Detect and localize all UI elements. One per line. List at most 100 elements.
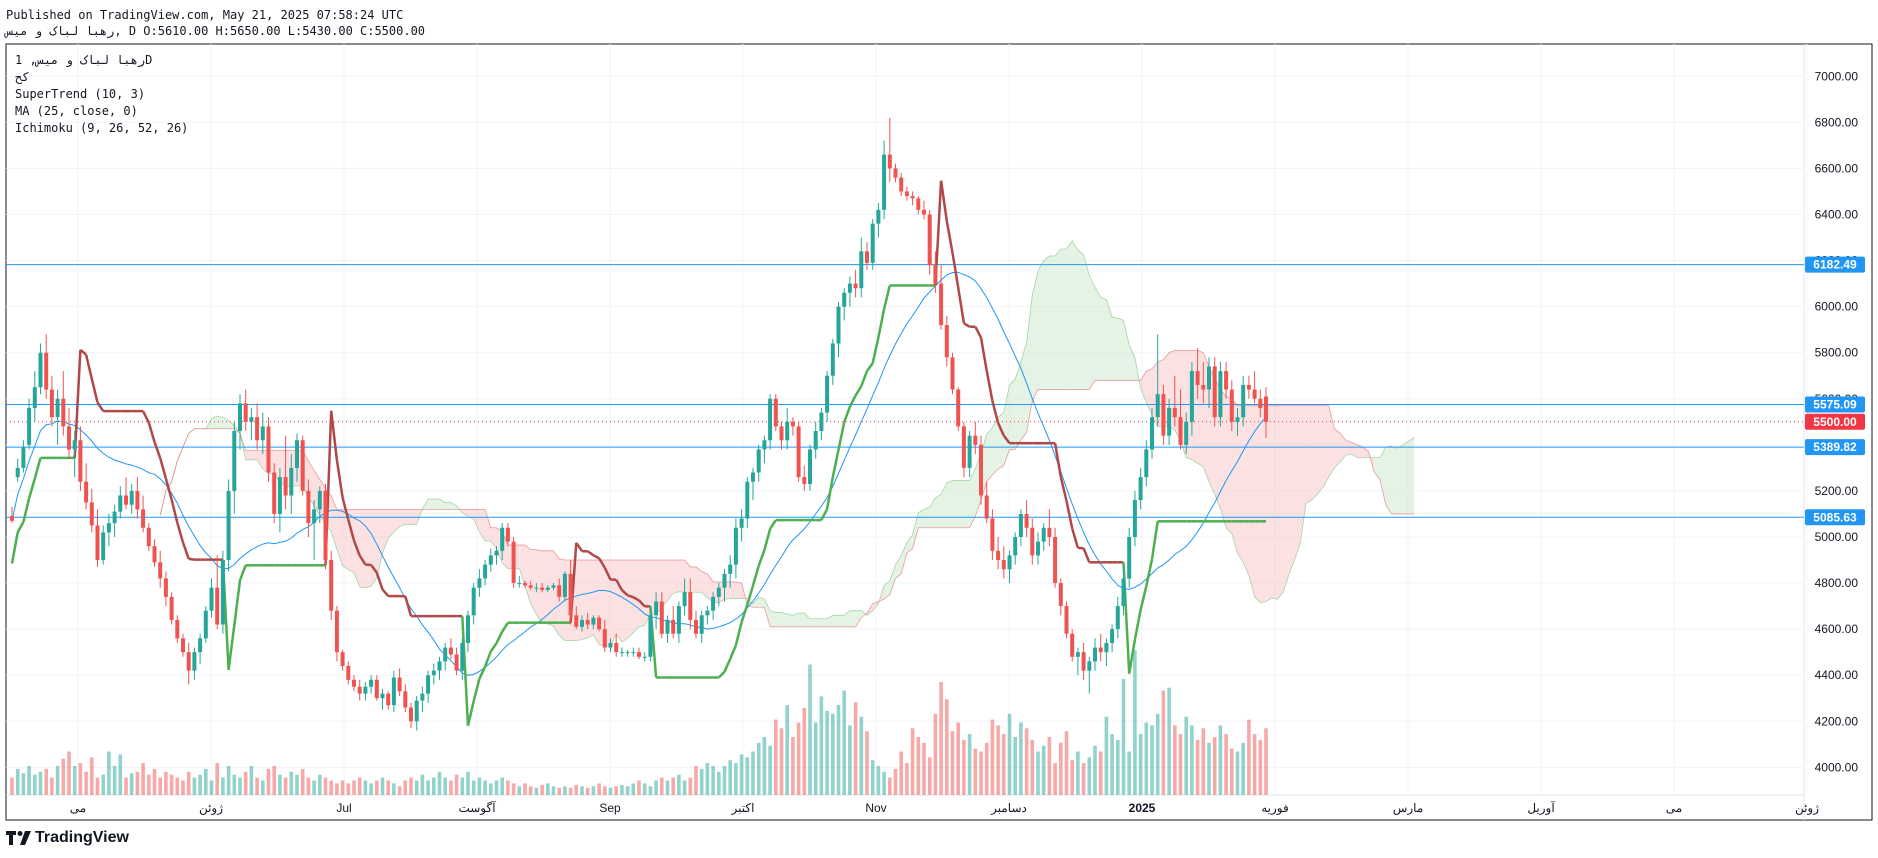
cloud-segment [542,550,548,624]
volume-bar [1258,739,1263,795]
volume-bar [278,774,282,795]
candle-body [1121,578,1126,607]
volume-bar [84,771,88,795]
candle-body [1201,384,1206,390]
time-tick-label: می [1666,801,1682,815]
candle-body [226,490,231,561]
cloud-segment [633,560,639,633]
horizontal-line-label: 5575.09 [1813,398,1857,412]
volume-bar [357,777,362,795]
legend-ichimoku[interactable]: Ichimoku (9, 26, 52, 26) [15,121,189,135]
volume-bar [443,777,447,795]
cloud-segment [1248,405,1255,597]
cloud-segment [707,573,714,603]
supertrend-segment [621,589,629,597]
volume-bar [551,786,556,795]
cloud-segment [359,509,366,588]
cloud-segment [1323,405,1329,488]
candle-body [825,375,830,413]
volume-bar [300,768,305,795]
supertrend-segment [73,349,82,458]
time-tick-label: اکتبر [731,801,755,815]
volume-bar [129,773,134,795]
candle-body [192,652,197,671]
candle-body [374,679,379,699]
volume-bar [72,766,77,795]
volume-bar [745,757,750,795]
legend-ma[interactable]: MA (25, close, 0) [15,104,138,118]
supertrend-segment [1133,609,1142,640]
cloud-segment [1032,270,1038,402]
volume-bar [152,768,157,795]
horizontal-line-tag [1805,509,1865,526]
volume-bar [181,780,185,795]
cloud-segment [1397,444,1403,514]
time-axis[interactable]: می ژوئن Jul آگوست Sep اکتبر Nov دسامبر 2025 فوریه… [70,800,1878,815]
cloud-segment [998,412,1004,470]
volume-bar [916,737,921,795]
candle-body [283,477,288,496]
supertrend-segment [22,498,31,523]
candle-body [1189,371,1194,422]
cloud-segment [462,509,468,517]
tradingview-logo[interactable]: TradingView [6,829,129,847]
candle-body [289,467,294,496]
volume-bar [734,763,738,795]
volume-bar [1218,725,1223,795]
volume-bar [711,766,715,795]
volume-bar [876,766,881,795]
cloud-segment [621,560,628,642]
candle-body [260,426,265,441]
cloud-segment [958,480,964,528]
cloud-segment [1311,405,1318,501]
volume-bar [580,786,584,795]
supertrend-segment [329,410,339,461]
volume-bar [853,702,858,795]
supertrend-segment [352,540,361,556]
cloud-segment [211,416,218,429]
supertrend-segment [147,422,156,443]
volume-bar [454,774,459,795]
candle-body [1138,477,1143,501]
candle-body [1018,513,1023,537]
candle-body [534,587,539,589]
cloud-segment [1294,405,1301,561]
cloud-segment [336,509,343,566]
horizontal-lines[interactable] [6,264,1804,518]
volume-bar [791,737,795,795]
volume-bar [996,725,1000,795]
volume-bar [506,780,510,795]
candle-body [391,677,396,706]
volume-bar [1167,687,1171,795]
cloud-segment [770,610,776,627]
price-tick-label: 4200.00 [1815,714,1859,728]
price-axis[interactable]: 4000.00 4200.00 4400.00 4600.00 4800.00 5000.… [1805,69,1865,774]
volume-bar [38,771,43,795]
candle-body [631,652,636,654]
candle-body [414,700,419,722]
volume-bar [369,783,373,795]
volume-bar [215,763,219,795]
volume-bar [1019,722,1023,795]
supertrend-segment [27,478,37,499]
volume-bar [375,780,379,795]
supertrend-segment [717,670,726,679]
tradingview-logo-icon [6,831,31,845]
price-tick-label: 5800.00 [1815,346,1859,360]
candle-body [209,587,214,611]
cloud-segment [627,560,634,639]
volume-bar [386,780,390,795]
volume-bar [243,771,248,795]
cloud-segment [1197,350,1204,467]
supertrend-segment [740,604,749,623]
indicator-legend: رهبا لباک و میس, 1D کح SuperTrend (10, 3… [15,52,188,137]
volume-bar [1070,760,1074,795]
cloud-segment [690,566,696,593]
candle-body [1087,661,1092,671]
horizontal-line-label: 5389.82 [1813,440,1857,454]
volume-bar [1024,728,1029,795]
legend-supertrend[interactable]: SuperTrend (10, 3) [15,87,146,101]
cloud-segment [969,469,976,528]
volume-bar [477,777,482,795]
